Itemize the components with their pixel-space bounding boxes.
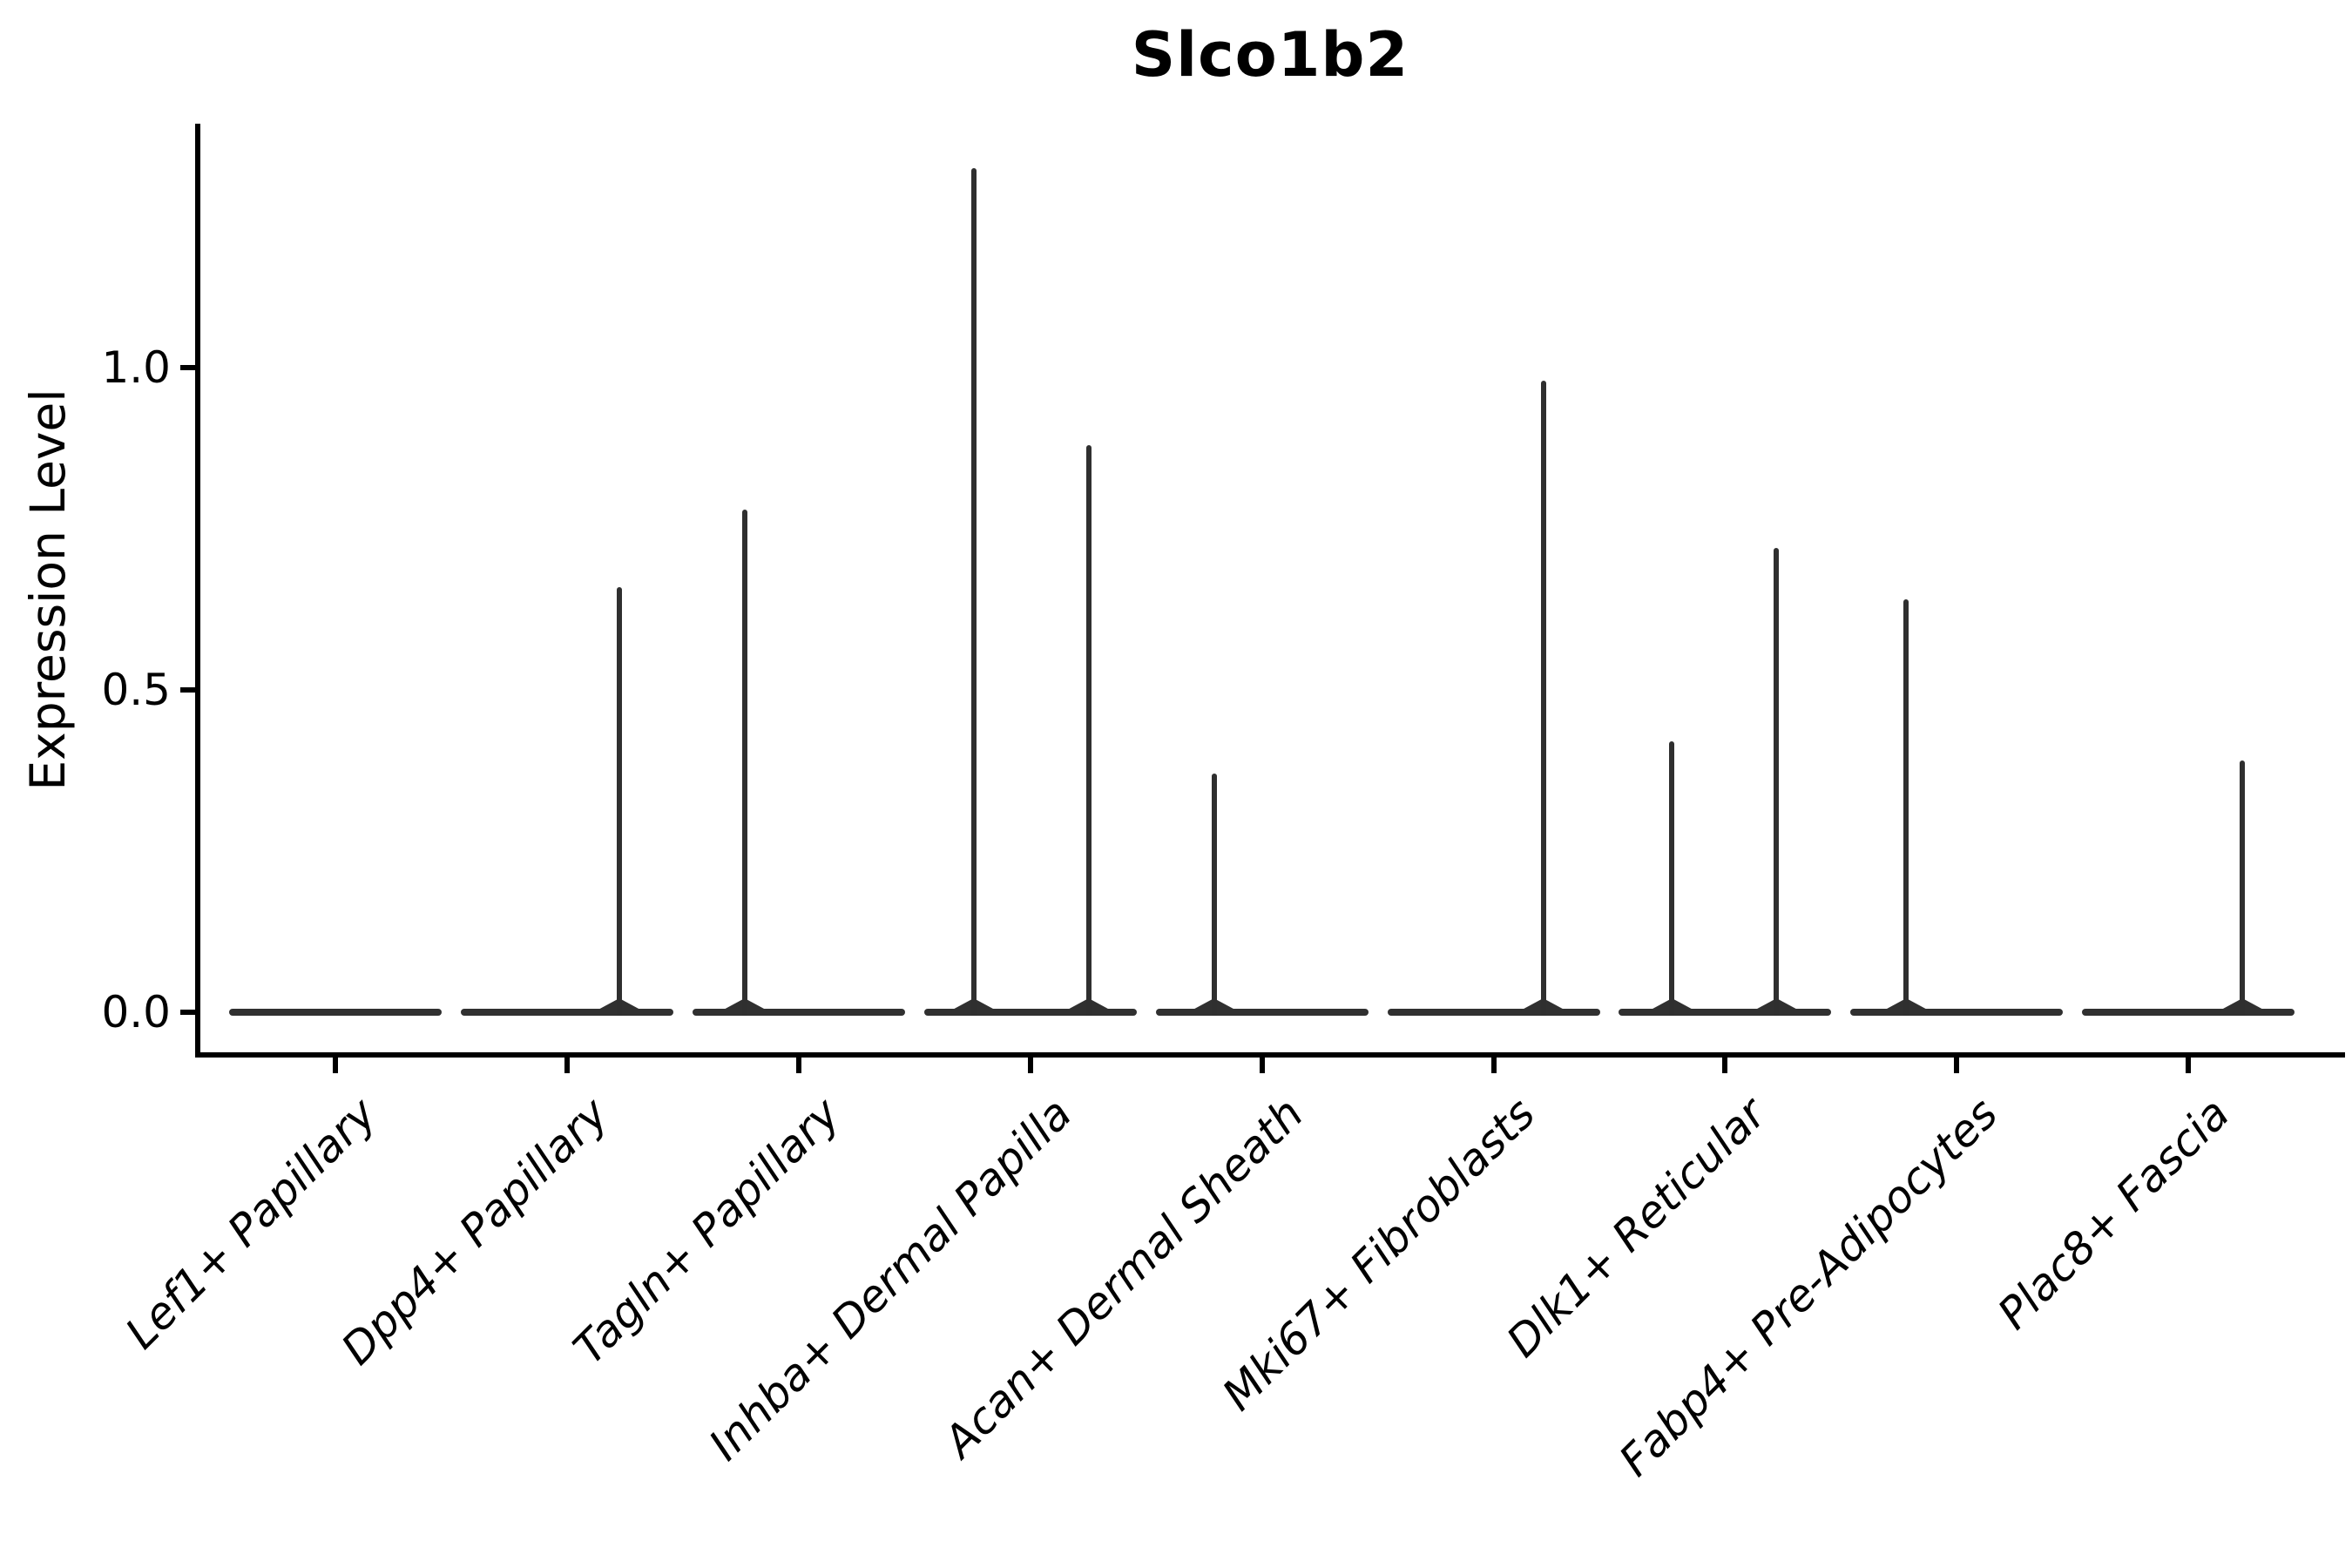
y-tick-label: 0.0 [101,987,171,1037]
x-tick [1722,1058,1728,1073]
violin-body [1619,1009,1832,1016]
violin-body [460,1009,673,1016]
violin-body [1850,1009,2064,1016]
violin-spike [2240,760,2246,1016]
y-tick-label: 0.5 [101,665,171,715]
violin-body [1155,1009,1369,1016]
violin-body [923,1009,1137,1016]
violin-spike [1085,444,1092,1016]
x-tick-label: Dpp4+ Papillary [331,1088,618,1375]
violin-spike [1669,741,1675,1016]
x-axis-spine [195,1052,2345,1058]
x-tick-label: Tagln+ Papillary [563,1088,850,1375]
violin-body [2082,1009,2295,1016]
x-tick-label: Acan+ Dermal Sheath [934,1088,1313,1468]
violin-spike [741,509,747,1016]
violin-spike [970,167,977,1016]
violin-spike [1774,548,1780,1016]
x-tick-label: Fabp4+ Pre-Adipocytes [1610,1088,2008,1486]
x-tick-label: Inhba+ Dermal Papilla [699,1088,1081,1470]
violin-body [229,1009,442,1016]
x-tick [2186,1058,2192,1073]
x-tick-label: Dlk1+ Reticular [1497,1088,1776,1368]
y-tick [180,1010,195,1015]
x-tick-label: Mki67+ Fibroblasts [1212,1088,1544,1421]
violin-spike [1540,380,1546,1016]
x-tick [1027,1058,1033,1073]
chart-title: Slco1b2 [1131,19,1409,91]
x-tick [1954,1058,1960,1073]
x-tick [564,1058,570,1073]
y-tick [180,687,195,693]
y-tick-label: 1.0 [101,342,171,393]
x-tick [795,1058,801,1073]
violin-spike [1211,774,1217,1016]
x-tick [333,1058,338,1073]
y-axis-spine [195,124,200,1058]
violin-spike [616,586,622,1016]
x-tick-label: Plac8+ Fascia [1988,1088,2240,1340]
violin-body [1387,1009,1600,1016]
y-tick [180,365,195,370]
violin-spike [1903,599,1909,1016]
violin-body [692,1009,905,1016]
x-tick [1490,1058,1497,1073]
x-tick [1259,1058,1265,1073]
